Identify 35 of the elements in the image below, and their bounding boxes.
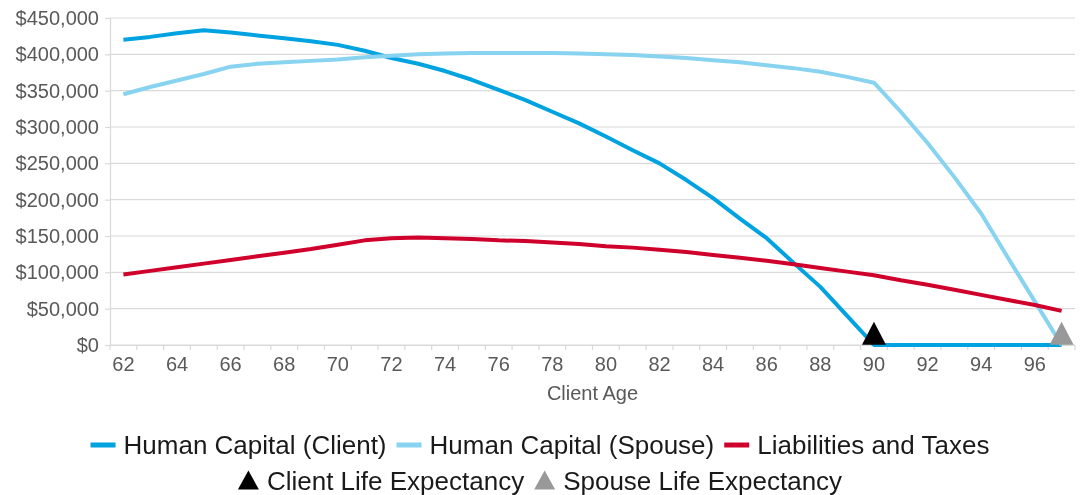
- x-tick-label: 90: [862, 353, 886, 376]
- y-tick-label: $250,000: [15, 152, 99, 175]
- x-tick-label: 92: [916, 353, 939, 376]
- legend-label: Human Capital (Client): [123, 430, 387, 461]
- x-tick-label: 72: [380, 353, 403, 376]
- y-tick-label: $0: [76, 333, 99, 356]
- y-tick-label: $350,000: [15, 79, 99, 102]
- x-axis-title: Client Age: [546, 382, 639, 404]
- x-tick-label: 64: [165, 353, 189, 376]
- x-tick-label: 80: [594, 353, 618, 376]
- y-tick-label: $450,000: [15, 6, 99, 29]
- y-tick-label: $300,000: [15, 115, 99, 138]
- legend-label: Client Life Expectancy: [266, 466, 525, 495]
- y-tick-label: $150,000: [15, 224, 99, 247]
- x-tick-label: 86: [755, 353, 778, 376]
- x-tick-label: 96: [1023, 353, 1046, 376]
- legend-label: Spouse Life Expectancy: [563, 466, 843, 495]
- x-tick-label: 70: [326, 353, 349, 376]
- line-series: [121, 235, 1064, 313]
- x-tick-label: 66: [219, 353, 242, 376]
- y-tick-label: $50,000: [26, 297, 99, 320]
- x-tick-label: 82: [648, 353, 671, 376]
- y-tick-label: $200,000: [15, 188, 99, 211]
- legend-label: Human Capital (Spouse): [429, 430, 715, 461]
- x-tick-label: 88: [809, 353, 832, 376]
- legend-label: Liabilities and Taxes: [757, 430, 990, 461]
- y-tick-label: $100,000: [15, 261, 99, 284]
- x-tick-label: 74: [433, 353, 457, 376]
- x-tick-label: 68: [273, 353, 296, 376]
- x-tick-label: 84: [702, 353, 725, 376]
- y-tick-label: $400,000: [15, 43, 99, 66]
- x-tick-label: 76: [487, 353, 510, 376]
- x-tick-label: 62: [112, 353, 135, 376]
- x-tick-label: 94: [970, 353, 993, 376]
- x-tick-label: 78: [541, 353, 564, 376]
